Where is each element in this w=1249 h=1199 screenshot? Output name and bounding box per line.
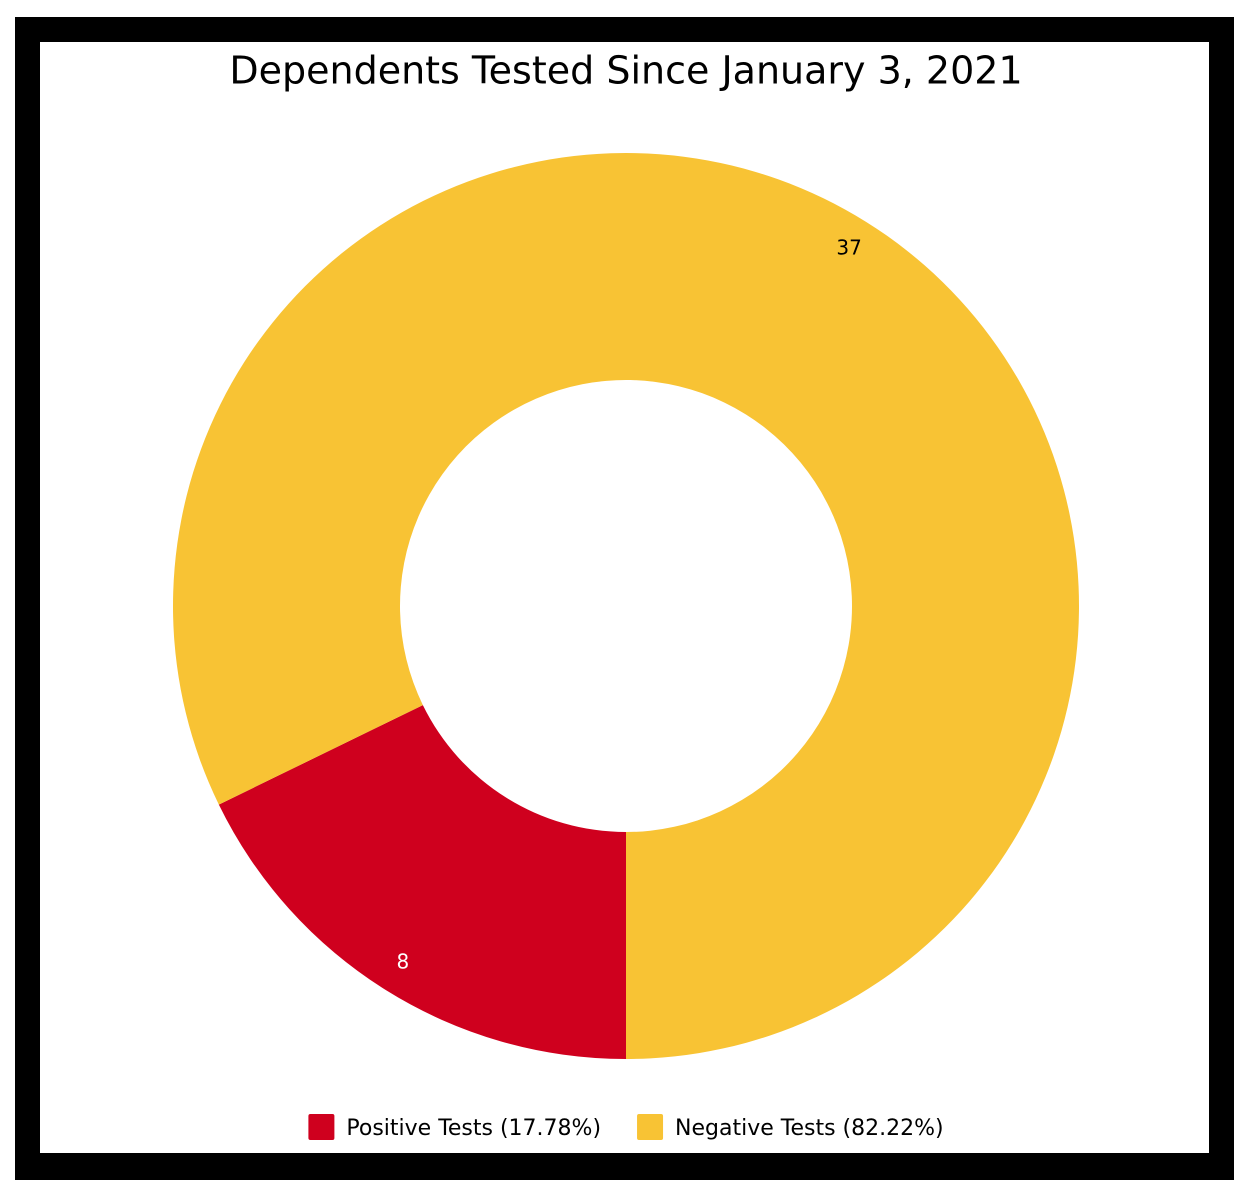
slice — [218, 705, 626, 1059]
data-label: 37 — [836, 235, 861, 259]
legend-swatch — [637, 1114, 664, 1140]
data-label: 8 — [397, 950, 410, 974]
legend-swatch — [308, 1114, 335, 1140]
chart-title: Dependents Tested Since January 3, 2021 — [229, 49, 1022, 93]
legend-label: Positive Tests (17.78%) — [346, 1116, 601, 1141]
slice — [173, 152, 1079, 1059]
legend-label: Negative Tests (82.22%) — [675, 1116, 944, 1141]
